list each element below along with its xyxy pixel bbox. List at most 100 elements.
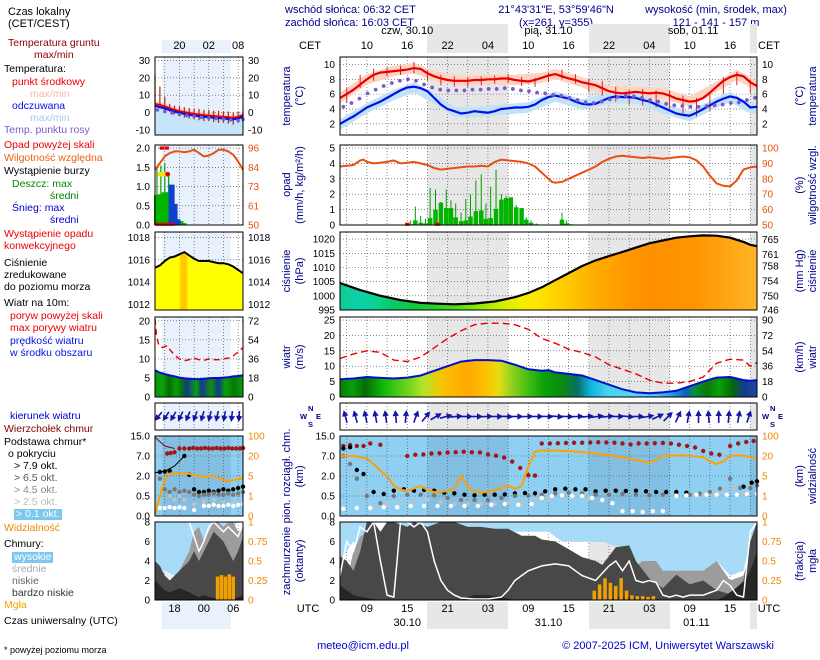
svg-text:1010: 1010: [313, 263, 336, 274]
svg-text:4: 4: [329, 557, 335, 568]
legend-item: do poziomu morza: [4, 281, 91, 293]
grid-point: (x=261, y=355): [519, 17, 593, 29]
svg-text:90: 90: [762, 316, 774, 327]
panel-main-temp: 10 8 6 4 2 10 8 6 4 2: [324, 56, 774, 136]
svg-text:36: 36: [762, 362, 774, 373]
legend-item: poryw powyżej skali: [10, 310, 103, 322]
svg-text:5: 5: [144, 373, 150, 384]
svg-text:5: 5: [329, 377, 335, 388]
legend-item: max/min: [30, 112, 70, 124]
legend-item: punkt środkowy: [12, 76, 85, 88]
svg-text:25: 25: [324, 316, 336, 327]
svg-text:0: 0: [329, 221, 335, 232]
svg-text:1016: 1016: [128, 255, 151, 266]
legend-item: > 7.9 okt.: [14, 460, 58, 472]
legend-item: Wilgotność względna: [4, 152, 103, 164]
legend-item: średnie: [12, 563, 47, 575]
legend-item: bardzo niskie: [12, 587, 74, 599]
coordinates: 21°43'31"E, 53°59'46"N: [498, 4, 614, 16]
legend-item: Widzialność: [4, 522, 61, 534]
panel-main-dir: [339, 402, 758, 431]
svg-text:90: 90: [762, 159, 774, 170]
local-time-tick: 02: [202, 40, 215, 52]
utc-tick: 21: [602, 603, 616, 615]
legend-item: Podstawa chmur*: [4, 436, 87, 448]
panel-mini-dir: [154, 402, 244, 431]
utc-tick-mini: 00: [197, 603, 210, 615]
svg-text:100: 100: [762, 432, 779, 443]
axis-title-wiatr: wiatr (m/s): [281, 344, 306, 370]
copyright-text: © 2007-2025 ICM, Uniwersytet Warszawski: [562, 640, 774, 652]
cet-tick: 04: [481, 40, 495, 52]
cet-tick: 10: [522, 40, 535, 52]
legend-item: Deszcz: max: [12, 178, 73, 190]
svg-text:1.5: 1.5: [136, 163, 150, 174]
date-label: 31.10: [534, 617, 563, 629]
utc-tick-mini: 18: [168, 603, 181, 615]
axis-title-opad: opad (mm/h, kg/m²/h): [281, 146, 306, 224]
svg-text:8: 8: [329, 75, 335, 86]
local-time-label: Czas lokalny: [8, 6, 71, 18]
svg-text:1016: 1016: [248, 255, 271, 266]
svg-text:1.0: 1.0: [136, 182, 150, 193]
cet-tick: 16: [562, 40, 575, 52]
svg-text:50: 50: [762, 221, 774, 232]
legend-item: max porywy wiatru: [10, 322, 97, 334]
panel-main-km: 15.0 7.0 2.0 0.5 0.0 100 20 5 1 0: [316, 432, 780, 523]
svg-text:0.5: 0.5: [136, 492, 150, 503]
night-band: [588, 24, 670, 53]
cet-tick: 04: [643, 40, 656, 52]
legend-item: średni: [50, 214, 79, 226]
svg-text:100: 100: [248, 432, 265, 443]
panel-mini-cover: 8 6 4 2 0 1 0.75 0.5 0.25 0: [144, 518, 268, 607]
compass-s: S: [770, 420, 776, 429]
svg-text:1014: 1014: [248, 278, 271, 289]
cet-tick: 16: [723, 40, 737, 52]
svg-text:758: 758: [762, 261, 779, 272]
compass-n: N: [308, 404, 314, 413]
legend-item: Mgła: [4, 599, 27, 611]
panel-main-wind: 25 20 15 10 5 0 90 72 54 36 18 0: [324, 316, 774, 404]
panel-mini-temp: 30 20 10 0 -10 30 20 10 0 -10: [136, 56, 263, 136]
svg-text:15.0: 15.0: [131, 432, 151, 443]
svg-text:750: 750: [762, 292, 779, 303]
svg-text:10: 10: [762, 60, 774, 71]
utc-tick: 09: [522, 603, 535, 615]
utc-label-left: UTC: [296, 603, 320, 615]
svg-text:20: 20: [324, 331, 336, 342]
svg-text:754: 754: [762, 276, 779, 287]
altitude-values: 121 - 141 - 157 m: [672, 17, 760, 29]
svg-text:2.0: 2.0: [136, 472, 150, 483]
cet-tick: 22: [602, 40, 616, 52]
legend-item: Temperatura:: [4, 63, 66, 75]
svg-text:6: 6: [762, 90, 768, 101]
svg-text:2: 2: [144, 576, 150, 587]
compass-e: E: [778, 412, 784, 421]
svg-text:0.25: 0.25: [248, 576, 268, 587]
cet-tick: 10: [683, 40, 696, 52]
svg-text:1018: 1018: [248, 233, 271, 244]
svg-text:50: 50: [248, 221, 260, 232]
svg-text:1: 1: [762, 518, 768, 529]
svg-text:4: 4: [144, 557, 150, 568]
svg-text:761: 761: [762, 250, 779, 261]
svg-text:0: 0: [248, 108, 254, 119]
panel-mini-wind: 20 15 10 5 0 72 54 36 18 0: [139, 316, 260, 403]
svg-text:0: 0: [329, 393, 335, 404]
svg-text:4: 4: [329, 159, 335, 170]
contact-email-link[interactable]: meteo@icm.edu.pl: [317, 640, 409, 652]
legend-item: Wystąpienie opadu: [4, 228, 94, 240]
night-band: [427, 602, 509, 629]
legend-item: w środku obszaru: [10, 347, 93, 359]
legend-item: o pokryciu: [8, 448, 56, 460]
svg-text:6: 6: [329, 537, 335, 548]
legend-item: prędkość wiatru: [10, 335, 84, 347]
svg-text:10: 10: [324, 362, 336, 373]
svg-text:20: 20: [248, 452, 260, 463]
svg-text:3: 3: [329, 174, 335, 185]
legend-item: > 0.1 okt.: [14, 508, 62, 520]
svg-text:8: 8: [329, 518, 335, 529]
